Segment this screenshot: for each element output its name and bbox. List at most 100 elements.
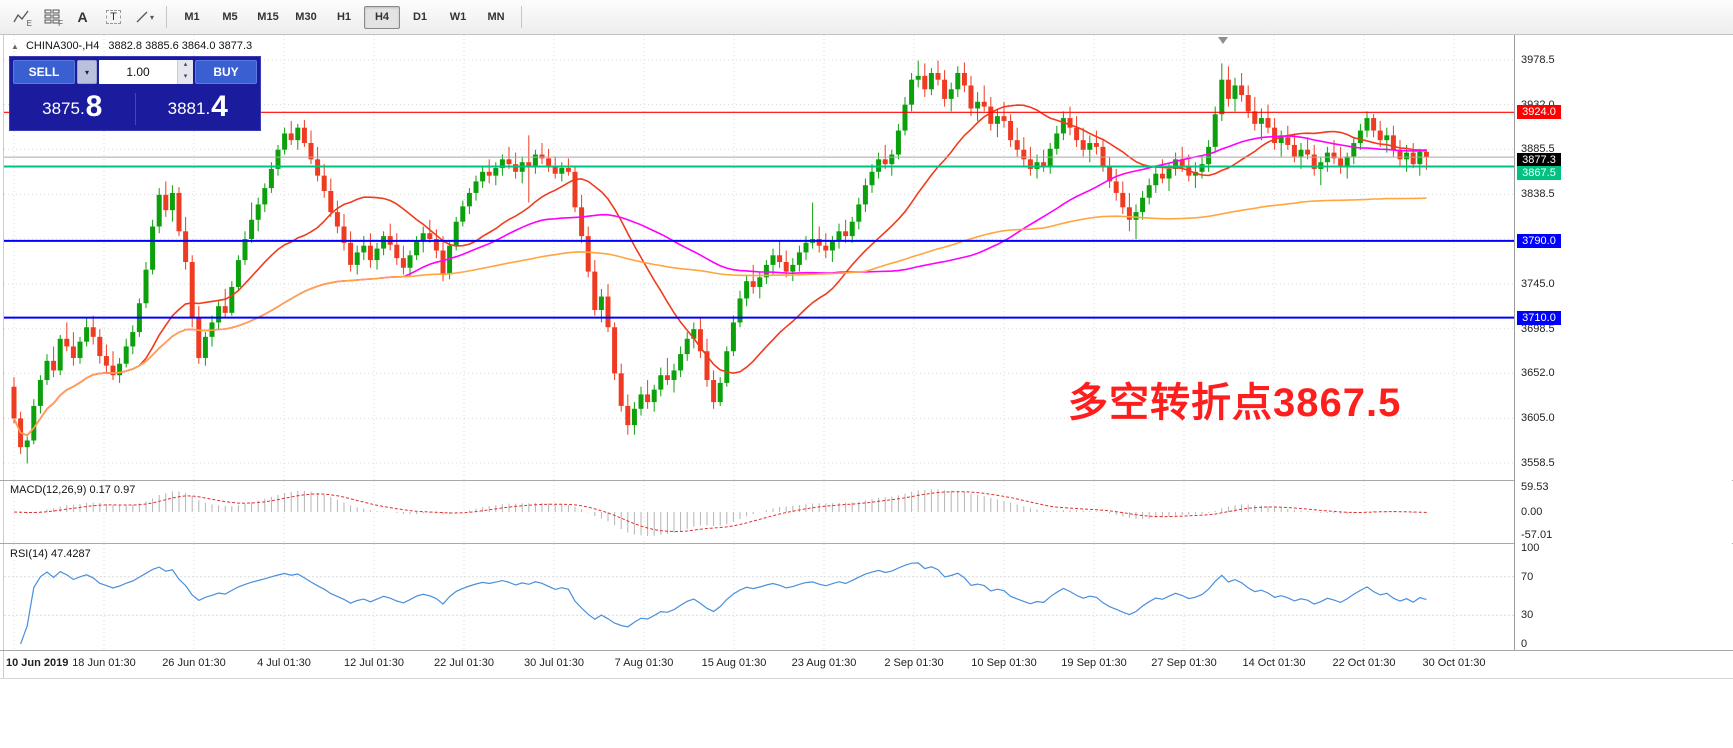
grid-tool-button[interactable]: F [37, 4, 66, 30]
timeframe-buttons: M1 M5 M15 M30 H1 H4 D1 W1 MN [173, 5, 515, 29]
buy-button[interactable]: BUY [195, 60, 257, 84]
macd-signal-line [13, 491, 1427, 533]
chart-ohlc-header: ▲ CHINA300-,H4 3882.8 3885.6 3864.0 3877… [11, 40, 252, 52]
macd-histogram [20, 489, 1427, 536]
rsi-axis-label: 70 [1521, 570, 1534, 583]
pane-separator[interactable] [0, 543, 1733, 544]
text-tool-button[interactable]: A [77, 9, 88, 25]
macd-axis-label: 0.00 [1521, 506, 1543, 518]
timeframe-d1-button[interactable]: D1 [412, 11, 428, 23]
macd-axis-label: -57.01 [1521, 529, 1553, 542]
macd-indicator-label: MACD(12,26,9) 0.17 0.97 [10, 484, 136, 496]
symbol-timeframe-label: CHINA300-,H4 [25, 40, 100, 52]
price-axis-label: 3652.0 [1521, 367, 1555, 380]
rsi-line [20, 562, 1427, 645]
time-axis-label: 22 Oct 01:30 [1332, 657, 1396, 669]
time-axis-label: 4 Jul 01:30 [257, 657, 311, 669]
time-axis-label: 22 Jul 01:30 [434, 657, 494, 669]
time-axis-label: 30 Jul 01:30 [524, 657, 584, 669]
volume-stepper: ▴ ▾ [177, 60, 193, 84]
price-badge-3924.0[interactable]: 3924.0 [1517, 105, 1561, 120]
pane-separator[interactable] [0, 650, 1733, 651]
time-axis-label: 7 Aug 01:30 [614, 657, 674, 669]
price-axis-label: 3885.5 [1521, 143, 1555, 156]
volume-input[interactable] [99, 60, 177, 84]
timeframe-m15-button[interactable]: M15 [257, 11, 279, 23]
time-axis[interactable]: 10 Jun 2019 18 Jun 01:30 26 Jun 01:30 4 Jul… [4, 651, 1514, 677]
price-badge-3867.5[interactable]: 3867.5 [1517, 165, 1561, 180]
time-axis-label: 23 Aug 01:30 [791, 657, 857, 669]
price-axis-label: 3838.5 [1521, 188, 1555, 201]
time-axis-label: 18 Jun 01:30 [72, 657, 136, 669]
volume-decrease-button[interactable]: ▾ [178, 72, 193, 84]
volume-field: ▴ ▾ [99, 60, 193, 84]
price-divider [134, 92, 136, 125]
time-axis-label: 12 Jul 01:30 [344, 657, 404, 669]
timeframe-mn-button[interactable]: MN [487, 11, 505, 23]
toolbar: E F A T ▾ M1 M5 M15 M30 H1 H4 D1 W1 MN [0, 0, 1733, 35]
timeframe-h1-button[interactable]: H1 [336, 11, 352, 23]
sell-price[interactable]: 3875. 8 [10, 89, 135, 124]
pane-separator[interactable] [0, 480, 1733, 481]
label-icon: T [106, 10, 121, 24]
timeframe-m30-button[interactable]: M30 [295, 11, 317, 23]
buy-price[interactable]: 3881. 4 [136, 89, 261, 124]
time-axis-label: 2 Sep 01:30 [884, 657, 944, 669]
price-axis-label: 3605.0 [1521, 412, 1555, 425]
ma-slow-line [13, 197, 1427, 437]
toolbar-separator [521, 6, 522, 28]
time-axis-label: 15 Aug 01:30 [701, 657, 767, 669]
ma-fast-line [13, 104, 1427, 437]
sell-button[interactable]: SELL [13, 60, 75, 84]
time-axis-label: 19 Sep 01:30 [1061, 657, 1127, 669]
timeframe-m5-button[interactable]: M5 [222, 11, 238, 23]
price-axis-label: 3978.5 [1521, 54, 1555, 67]
chart-shift-marker[interactable] [1218, 37, 1228, 44]
price-badge-3710.0[interactable]: 3710.0 [1517, 310, 1561, 325]
main-price-chart[interactable] [4, 35, 1514, 480]
price-axis-label: 3558.5 [1521, 457, 1555, 470]
vertical-gridlines [13, 544, 1455, 650]
sell-price-main: 3875. [42, 98, 85, 118]
toolbar-separator [166, 6, 167, 28]
price-axis[interactable]: 3978.53932.03885.53838.53745.03698.53652… [1514, 35, 1732, 650]
timeframe-w1-button[interactable]: W1 [449, 11, 467, 23]
time-axis-label: 26 Jun 01:30 [162, 657, 226, 669]
volume-preset-dropdown[interactable]: ▾ [77, 60, 97, 84]
chart-left-border [3, 35, 4, 678]
buy-price-big-digit: 4 [211, 89, 228, 123]
trendline-icon [136, 11, 148, 23]
zigzag-tool-button[interactable]: E [6, 4, 35, 30]
cursor-tool-button[interactable]: ▾ [130, 4, 159, 30]
volume-increase-button[interactable]: ▴ [178, 60, 193, 72]
annotation-text: 多空转折点3867.5 [1068, 381, 1402, 425]
window-bottom-border [0, 678, 1733, 679]
chevron-down-icon: ▾ [149, 12, 154, 22]
rsi-axis-label: 0 [1521, 638, 1528, 650]
collapse-triangle-icon[interactable]: ▲ [11, 42, 19, 51]
label-tool-button[interactable]: T [99, 4, 128, 30]
grid-icon [44, 9, 59, 24]
zigzag-icon [12, 10, 29, 23]
vertical-gridlines [13, 481, 1455, 543]
sell-price-big-digit: 8 [85, 89, 103, 123]
macd-pane[interactable] [4, 481, 1514, 543]
time-axis-label: 10 Sep 01:30 [971, 657, 1037, 669]
timeframe-h4-button[interactable]: H4 [364, 5, 400, 29]
tool-badge-f: F [58, 19, 63, 28]
price-badge-3790.0[interactable]: 3790.0 [1517, 233, 1561, 248]
timeframe-m1-button[interactable]: M1 [184, 11, 200, 23]
rsi-pane[interactable] [4, 544, 1514, 650]
time-axis-label: 14 Oct 01:30 [1242, 657, 1306, 669]
time-axis-label: 10 Jun 2019 [6, 657, 69, 669]
tool-badge-e: E [26, 19, 32, 28]
time-axis-label: 27 Sep 01:30 [1151, 657, 1217, 669]
macd-axis-label: 59.53 [1521, 481, 1549, 494]
one-click-trading-panel: SELL ▾ ▴ ▾ BUY 3875. 8 3881. 4 [9, 56, 261, 131]
time-axis-label: 30 Oct 01:30 [1422, 657, 1486, 669]
buy-price-main: 3881. [167, 98, 211, 118]
rsi-axis-label: 30 [1521, 609, 1534, 622]
ohlc-values: 3882.8 3885.6 3864.0 3877.3 [108, 40, 253, 52]
chevron-down-icon: ▾ [84, 67, 89, 77]
price-axis-label: 3745.0 [1521, 278, 1555, 291]
